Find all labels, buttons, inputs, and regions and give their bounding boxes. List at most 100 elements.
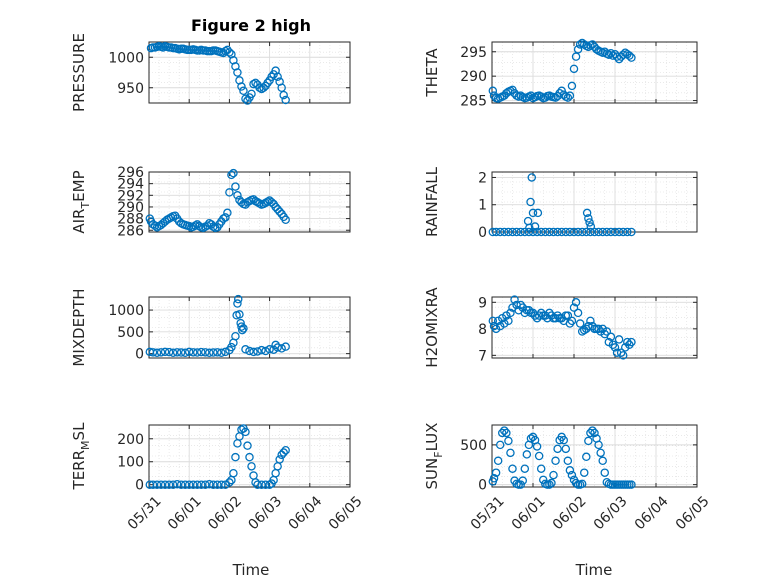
data-point <box>488 86 498 96</box>
data-point <box>243 441 252 450</box>
data-point <box>567 470 577 480</box>
data-point <box>239 86 248 96</box>
data-point <box>233 68 242 77</box>
data-point <box>553 227 562 237</box>
axes-box <box>491 296 698 359</box>
data-point <box>213 480 222 489</box>
data-point <box>555 88 564 98</box>
data-point <box>257 480 266 489</box>
data-point <box>569 64 579 74</box>
data-point <box>188 348 198 357</box>
data-point <box>241 427 250 437</box>
data-point <box>565 319 575 328</box>
data-point <box>623 227 632 237</box>
data-point <box>598 456 607 466</box>
data-point <box>586 428 595 438</box>
data-point <box>221 347 230 357</box>
data-point <box>563 456 573 466</box>
data-point <box>241 345 250 354</box>
y-tick-label: 290 <box>460 69 487 85</box>
data-point <box>536 92 546 101</box>
data-point <box>209 480 218 489</box>
data-point <box>201 348 210 357</box>
data-point <box>573 45 583 54</box>
y-tick-label: 290 <box>117 200 144 216</box>
data-point <box>227 170 236 180</box>
data-point <box>606 332 616 342</box>
data-point <box>582 208 592 218</box>
data-point <box>504 316 513 326</box>
data-point <box>229 468 238 478</box>
data-point <box>510 295 519 304</box>
data-point <box>569 303 579 312</box>
data-point <box>569 227 579 237</box>
data-point <box>627 337 636 347</box>
data-point <box>233 299 242 308</box>
data-point <box>594 324 603 334</box>
data-point <box>525 223 534 233</box>
data-point <box>197 480 206 489</box>
data-point <box>610 227 620 237</box>
y-tick-label: 0 <box>135 478 144 494</box>
data-point <box>584 42 593 52</box>
data-point <box>245 452 254 462</box>
data-point <box>545 480 554 489</box>
data-point <box>618 227 628 237</box>
y-tick-label: 500 <box>460 438 487 454</box>
data-point <box>536 227 546 237</box>
data-point <box>265 345 274 354</box>
data-point <box>627 480 636 489</box>
data-point <box>545 308 554 318</box>
data-point <box>184 347 194 357</box>
y-axis-label: MIXDEPTH <box>70 288 88 366</box>
data-point <box>584 436 593 446</box>
data-point <box>565 227 575 237</box>
data-point <box>627 53 636 62</box>
data-point <box>277 344 286 353</box>
data-point <box>152 348 162 358</box>
subplot-4: 0 1 2 RAINFALL <box>423 166 698 241</box>
data-point <box>148 348 158 357</box>
data-point <box>594 440 603 450</box>
data-point <box>495 440 505 450</box>
data-point <box>600 468 610 477</box>
data-point <box>604 50 614 59</box>
data-point <box>502 88 511 98</box>
data-point <box>610 343 620 352</box>
data-point <box>588 40 597 49</box>
data-point <box>575 319 585 328</box>
data-point <box>269 345 278 354</box>
data-point <box>598 227 607 237</box>
data-point <box>491 227 501 237</box>
data-point <box>192 348 202 357</box>
y-tick-label: 296 <box>117 165 144 181</box>
data-point <box>523 216 533 226</box>
data-point <box>231 452 240 462</box>
data-point <box>281 95 290 105</box>
data-point <box>563 311 573 320</box>
y-tick-label: 2 <box>478 170 487 186</box>
data-point <box>201 480 210 489</box>
data-point <box>602 327 612 336</box>
data-point <box>249 79 258 89</box>
data-point <box>172 479 182 489</box>
data-point <box>180 348 190 358</box>
data-point <box>526 91 536 100</box>
x-tick-label: 06/05 <box>326 493 366 533</box>
data-point <box>247 462 256 471</box>
data-point <box>261 346 270 356</box>
data-point <box>534 451 544 461</box>
subplot-8: 0 500 05/31 06/01 06/02 06/03 06/04 06/05 SUNFLU… <box>423 423 713 534</box>
data-point <box>506 448 515 458</box>
data-point <box>273 72 282 82</box>
y-tick-label: 285 <box>460 94 487 110</box>
data-point <box>235 310 244 319</box>
data-point <box>233 191 242 200</box>
data-point <box>500 426 509 435</box>
data-point <box>223 208 232 218</box>
subplot-6: 7 8 9 H2OMIXRA <box>423 287 698 368</box>
data-point <box>565 91 575 100</box>
data-point <box>614 227 624 237</box>
y-tick-label: 500 <box>117 325 144 341</box>
